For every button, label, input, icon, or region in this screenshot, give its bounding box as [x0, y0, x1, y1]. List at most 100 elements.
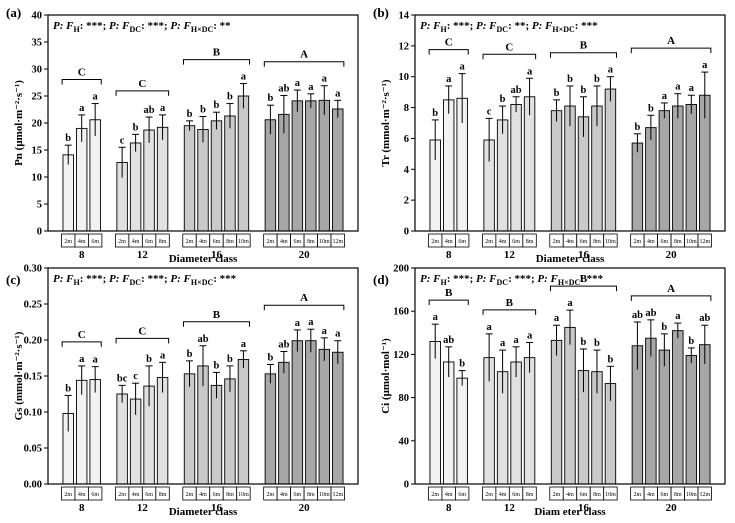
bar-letter: a	[241, 72, 247, 83]
group-bracket	[115, 90, 170, 96]
height-label: 2m	[267, 239, 275, 245]
height-label: 4m	[199, 239, 207, 245]
bar	[156, 126, 169, 232]
bar	[143, 129, 155, 232]
bar	[496, 119, 509, 232]
bar-letter: a	[608, 65, 614, 76]
stats-subscript: H×DC	[191, 25, 214, 34]
height-box	[236, 233, 251, 248]
x-group-label: 16	[211, 502, 223, 514]
bar-letter: ab	[511, 85, 522, 96]
height-label: 2m	[634, 239, 642, 245]
panel-b: (b)P: FH: ***; P: FDC: **; P: FH×DC: ***…	[373, 5, 726, 265]
group-letter: A	[300, 292, 308, 304]
height-label: 4m	[566, 239, 574, 245]
height-label: 6m	[294, 492, 302, 498]
y-tick-label: 40	[32, 11, 43, 22]
height-label: 4m	[132, 492, 140, 498]
group-bracket	[428, 49, 469, 55]
bar	[332, 351, 344, 485]
height-label: 4m	[78, 239, 86, 245]
height-label: 2m	[64, 239, 72, 245]
bar	[75, 127, 88, 232]
height-box	[155, 233, 170, 248]
height-label: 10m	[686, 492, 697, 498]
bar-letter: b	[648, 103, 654, 114]
x-group-label: 20	[299, 502, 311, 514]
stats-subscript: DC	[130, 25, 142, 34]
y-axis-label: Tr (mmol·m⁻²·s⁻¹)	[380, 79, 392, 166]
bar-letter: b	[594, 338, 600, 349]
height-label: 4m	[499, 492, 507, 498]
bar-letter: a	[308, 82, 314, 93]
y-tick-label: 120	[393, 350, 409, 361]
group-letter: B	[506, 297, 514, 309]
bar	[224, 115, 236, 232]
y-tick-label: 0	[404, 227, 409, 238]
stats-prefix: P: F	[53, 273, 74, 285]
bar-letter: b	[187, 109, 193, 120]
height-label: 6m	[213, 239, 221, 245]
y-tick-label: 12	[399, 41, 410, 52]
height-box	[88, 486, 103, 501]
group-dc-12: Cc 2m b 4m ab 6m a 8m 12	[114, 78, 170, 261]
bar	[442, 99, 455, 232]
stats-subscript: DC	[130, 278, 142, 287]
bar-letter: a	[554, 313, 560, 324]
height-label: 2m	[118, 492, 126, 498]
group-dc-8: Cb 2m a 4m a 6m 8	[61, 329, 103, 514]
group-bracket	[61, 79, 102, 85]
group-letter: C	[138, 325, 146, 337]
bar-letter: b	[661, 322, 667, 333]
y-axis-label: Pn (μmol·m⁻²·s⁻¹)	[13, 80, 25, 166]
bar-letter: b	[608, 354, 614, 365]
group-dc-16: Bb 2m ab 4m b 6m b 8m a 10m 16	[182, 309, 251, 514]
group-letter: A	[667, 35, 675, 47]
stats-subscript: H×DC	[191, 278, 214, 287]
height-label: 4m	[280, 492, 288, 498]
group-bracket	[182, 321, 250, 327]
group-letter: A	[667, 283, 675, 295]
group-letter: A	[300, 49, 308, 61]
height-label: 12m	[332, 239, 343, 245]
height-label: 6m	[91, 492, 99, 498]
bar-letter: b	[214, 100, 220, 111]
bar	[672, 330, 684, 485]
bar-letter: b	[133, 122, 139, 133]
group-dc-20: Ab 2m b 4m a 6m a 8m a 10m a 12m 20	[630, 35, 712, 261]
height-label: 8m	[674, 492, 682, 498]
y-tick-label: 0.00	[24, 480, 42, 491]
height-box	[603, 233, 618, 248]
bar	[291, 100, 304, 232]
bar-letter: b	[65, 383, 71, 394]
bar-letter: a	[500, 338, 506, 349]
bar-letter: a	[308, 317, 314, 328]
y-tick-label: 15	[32, 146, 43, 157]
bar	[645, 337, 657, 485]
bar-letter: ab	[197, 334, 208, 345]
y-tick-label: 160	[393, 307, 409, 318]
stats-prefix: P: F	[476, 20, 497, 32]
bar-letter: a	[160, 350, 166, 361]
height-box	[522, 486, 537, 501]
height-label: 2m	[186, 492, 194, 498]
stats-subscript: H×DC	[558, 278, 581, 287]
height-label: 10m	[605, 239, 616, 245]
height-box	[455, 233, 470, 248]
bar-letter: b	[459, 359, 465, 370]
stats-text: P: FH: ***; P: FDC: ***; P: FH×DC: **	[53, 20, 231, 34]
y-tick-label: 6	[404, 134, 409, 145]
bar-letter: c	[133, 371, 138, 382]
stats-prefix: P: F	[170, 20, 191, 32]
height-label: 8m	[307, 492, 315, 498]
bar-letter: b	[227, 354, 233, 365]
bar	[658, 349, 671, 485]
height-box	[155, 486, 170, 501]
height-label: 4m	[499, 239, 507, 245]
bar-letter: b	[500, 94, 506, 105]
stats-significance: : ***;	[80, 20, 109, 32]
stats-subscript: H	[73, 278, 80, 287]
bar-letter: a	[446, 74, 452, 85]
bar-letter: b	[688, 336, 694, 347]
y-tick-label: 5	[37, 200, 42, 211]
